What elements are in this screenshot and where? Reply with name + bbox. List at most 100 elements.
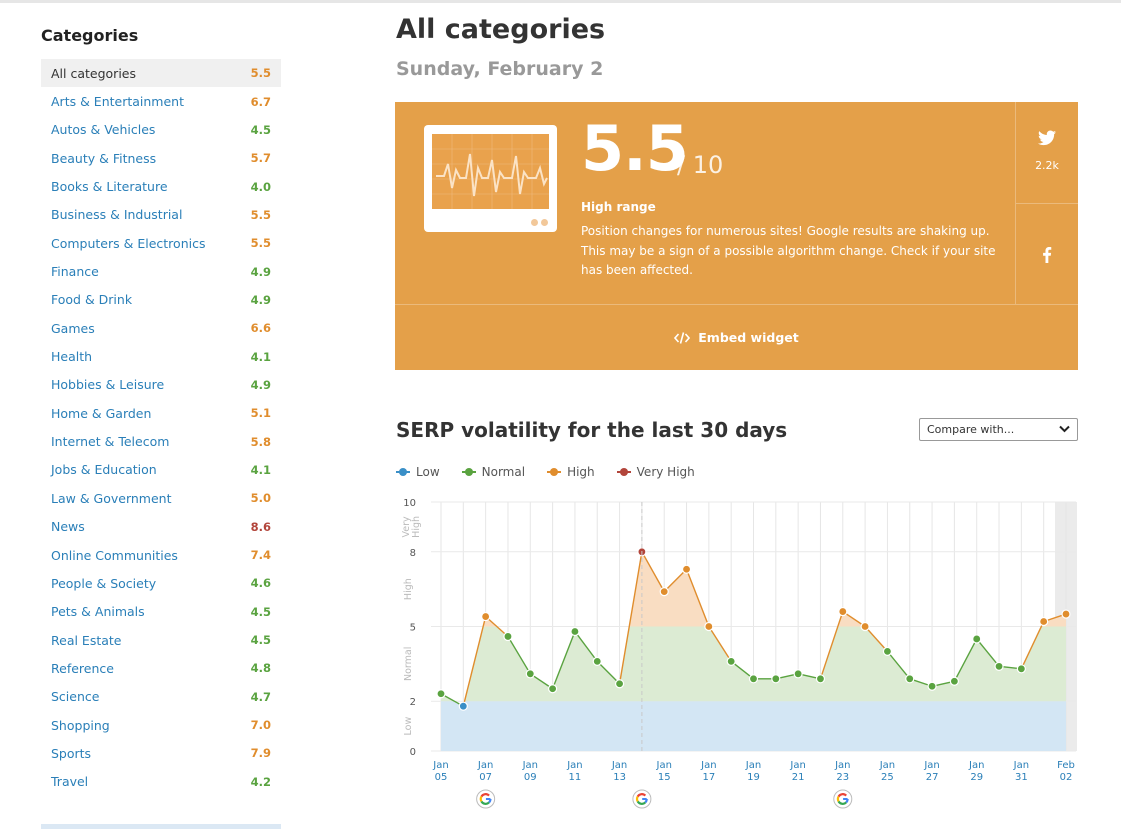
sidebar-item-score: 4.8 <box>250 661 271 676</box>
y-band-label: Low <box>403 717 414 736</box>
sidebar-item[interactable]: Real Estate 4.5 <box>41 626 281 654</box>
sidebar-item[interactable]: Pets & Animals 4.5 <box>41 598 281 626</box>
sidebar-item-score: 4.1 <box>250 349 271 364</box>
sidebar-item-score: 4.6 <box>250 576 271 591</box>
sidebar-item-score: 4.1 <box>250 462 271 477</box>
facebook-icon <box>1043 247 1052 263</box>
code-icon <box>674 331 691 344</box>
series-line-segment <box>685 568 710 627</box>
legend-marker <box>461 468 476 476</box>
sidebar-item[interactable]: Games 6.6 <box>41 314 281 342</box>
x-tick-label: 13 <box>613 772 626 783</box>
x-tick-label: 29 <box>970 772 983 783</box>
sidebar-item-score: 7.9 <box>250 746 271 761</box>
sidebar-item[interactable]: Arts & Entertainment 6.7 <box>41 87 281 115</box>
series-line-segment <box>1020 621 1045 670</box>
sidebar-item-label: Shopping <box>51 717 110 733</box>
series-line-segment <box>819 611 844 680</box>
sidebar-item-label: Real Estate <box>51 632 122 648</box>
legend-item[interactable]: Low <box>396 465 440 479</box>
sidebar-item-label: Hobbies & Leisure <box>51 377 165 393</box>
google-icon[interactable] <box>476 789 496 809</box>
sidebar-item[interactable]: Science 4.7 <box>41 683 281 711</box>
sidebar-item-label: Law & Government <box>51 490 172 506</box>
sidebar-item[interactable]: Autos & Vehicles 4.5 <box>41 116 281 144</box>
sidebar-item[interactable]: Beauty & Fitness 5.7 <box>41 144 281 172</box>
data-point <box>458 701 468 711</box>
embed-widget-button[interactable]: Embed widget <box>395 305 1078 370</box>
sidebar-title: Categories <box>41 26 139 45</box>
x-tick-label: 27 <box>926 772 939 783</box>
legend-marker <box>547 468 562 476</box>
x-tick-label: 17 <box>702 772 715 783</box>
data-point <box>659 587 669 597</box>
sidebar-item-label: People & Society <box>51 575 157 591</box>
sidebar-item[interactable]: News 8.6 <box>41 513 281 541</box>
twitter-share-button[interactable]: 2.2k <box>1016 102 1078 203</box>
sidebar-item[interactable]: People & Society 4.6 <box>41 569 281 597</box>
data-point <box>681 564 692 574</box>
sidebar-item-label: Finance <box>51 264 99 280</box>
series-line-segment <box>574 631 598 662</box>
x-tick-label: Jan <box>522 760 538 771</box>
sidebar-item-score: 5.5 <box>250 207 271 222</box>
range-label: High range <box>581 200 656 214</box>
categories-sidebar: Categories All categories 5.5 Arts & Enter… <box>41 26 281 796</box>
y-tick-label: 10 <box>403 498 416 509</box>
sidebar-item[interactable]: All categories 5.5 <box>41 59 281 88</box>
twitter-count: 2.2k <box>1035 159 1059 172</box>
sidebar-item[interactable]: Sports 7.9 <box>41 739 281 767</box>
sidebar-item-score: 5.5 <box>250 66 271 81</box>
legend-label: Normal <box>481 465 526 479</box>
data-point <box>1039 616 1049 627</box>
series-line-segment <box>551 631 576 690</box>
heart-monitor-icon <box>424 125 557 232</box>
sidebar-item[interactable]: Online Communities 7.4 <box>41 541 281 569</box>
legend-item[interactable]: High <box>547 465 595 479</box>
sidebar-item[interactable]: Food & Drink 4.9 <box>41 286 281 314</box>
compare-dropdown[interactable]: Compare with... <box>919 418 1078 441</box>
sidebar-item[interactable]: Health 4.1 <box>41 342 281 370</box>
sidebar-item-score: 5.8 <box>250 434 271 449</box>
sidebar-item[interactable]: Home & Garden 5.1 <box>41 399 281 427</box>
x-tick-label: Jan <box>477 760 493 771</box>
google-icon[interactable] <box>632 789 652 809</box>
sidebar-item[interactable]: Hobbies & Leisure 4.9 <box>41 371 281 399</box>
sidebar-item[interactable]: Internet & Telecom 5.8 <box>41 427 281 455</box>
data-point <box>927 681 937 691</box>
sidebar-item[interactable]: Business & Industrial 5.5 <box>41 201 281 229</box>
sidebar-item-score: 7.0 <box>250 718 271 733</box>
legend-item[interactable]: Very High <box>616 465 695 479</box>
divider <box>1015 102 1016 304</box>
sidebar-item-score: 6.6 <box>250 321 271 336</box>
facebook-share-button[interactable] <box>1016 204 1078 304</box>
legend-item[interactable]: Normal <box>461 465 526 479</box>
google-icon[interactable] <box>833 789 853 809</box>
y-band-label: VeryHigh <box>401 516 422 538</box>
category-list: All categories 5.5 Arts & Entertainment 6.7… <box>41 59 281 796</box>
sidebar-item-label: Internet & Telecom <box>51 434 170 450</box>
series-line-segment <box>507 636 531 675</box>
sidebar-item-label: Computers & Electronics <box>51 235 206 251</box>
sidebar-item[interactable]: Travel 4.2 <box>41 768 281 796</box>
x-tick-label: Jan <box>789 760 805 771</box>
series-line-segment <box>864 626 888 652</box>
sidebar-item[interactable]: Finance 4.9 <box>41 257 281 285</box>
legend-label: Very High <box>636 465 695 479</box>
sidebar-item[interactable]: Law & Government 5.0 <box>41 484 281 512</box>
x-tick-label: Feb <box>1057 760 1075 771</box>
sidebar-item[interactable]: Reference 4.8 <box>41 654 281 682</box>
data-point <box>815 674 826 684</box>
x-tick-label: Jan <box>968 760 984 771</box>
volatility-chart: 025810LowNormalHighVeryHighJan05Jan07Jan… <box>401 498 1077 809</box>
sidebar-item[interactable]: Shopping 7.0 <box>41 711 281 739</box>
page-title: All categories <box>396 14 606 45</box>
x-tick-label: Jan <box>700 760 716 771</box>
sidebar-item[interactable]: Books & Literature 4.0 <box>41 172 281 200</box>
sidebar-item-label: Jobs & Education <box>51 462 157 478</box>
data-point <box>793 669 803 679</box>
sidebar-item[interactable]: Jobs & Education 4.1 <box>41 456 281 484</box>
sidebar-item[interactable]: Computers & Electronics 5.5 <box>41 229 281 257</box>
sidebar-item-label: Business & Industrial <box>51 207 183 223</box>
x-tick-label: 25 <box>881 772 894 783</box>
